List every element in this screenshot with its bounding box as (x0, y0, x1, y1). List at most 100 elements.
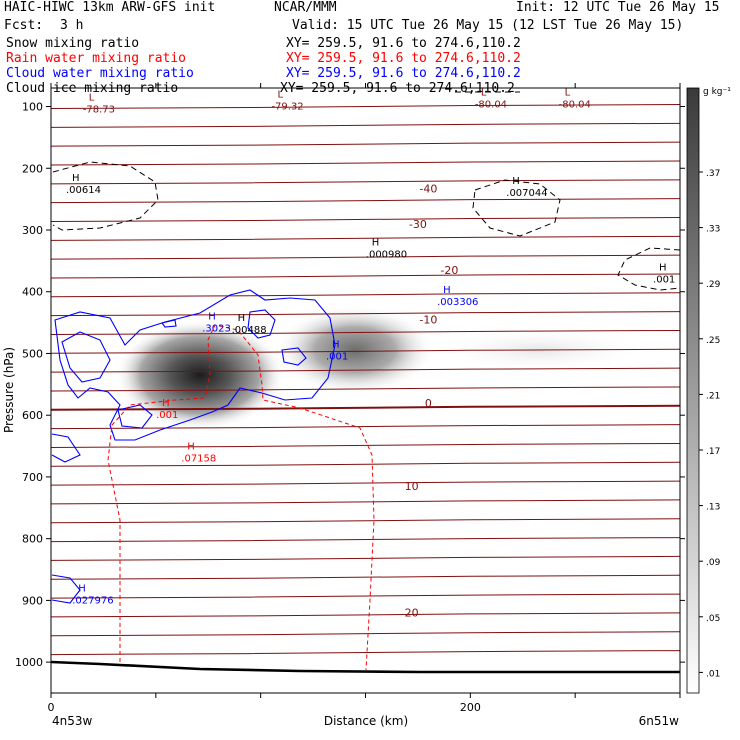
colorbar-label: .21 (706, 391, 720, 401)
valid-time: Valid: 15 UTC Tue 26 May 15 (12 LST Tue … (292, 18, 684, 33)
temperature-isotherm (51, 442, 680, 448)
temperature-isotherm (51, 574, 680, 580)
y-tick-label: 900 (22, 594, 43, 607)
temperature-isotherm (51, 198, 680, 204)
temperature-isotherm (51, 367, 680, 373)
fcst-value: 3 h (60, 18, 84, 33)
temperature-isotherm (51, 141, 680, 147)
y-tick-label: 500 (22, 347, 43, 360)
y-tick-label: 200 (22, 162, 43, 175)
extremum-mark: H (162, 398, 170, 409)
extremum-value: -79.32 (271, 101, 303, 112)
temperature-isotherm (51, 424, 680, 430)
temperature-isotherm (51, 311, 680, 317)
extremum-mark: H (512, 176, 520, 187)
extremum-value: .027976 (72, 595, 113, 606)
extremum-mark: H (72, 173, 80, 184)
colorbar-label: .29 (706, 280, 721, 290)
colorbar-label: .33 (706, 225, 720, 235)
extremum-mark: L (565, 88, 571, 99)
cloud-water-contours (51, 289, 336, 604)
init-time: Init: 12 UTC Tue 26 May 15 (516, 0, 720, 15)
x-axis: 0 200 (48, 83, 681, 714)
isotherm-labels: -40 -30 -20 -10 0 10 20 (405, 183, 459, 620)
temperature-isotherm (51, 273, 680, 279)
extremum-value: .00488 (232, 325, 267, 336)
x-axis-label: Distance (km) (324, 714, 408, 728)
temperature-isotherm (51, 631, 680, 637)
field-snow-xy: XY= 259.5, 91.6 to 274.6,110.2 (286, 36, 521, 51)
cloud-water-contour (117, 404, 153, 429)
field-cloud-water-name: Cloud water mixing ratio (6, 66, 194, 81)
y-tick-label: 100 (22, 101, 43, 114)
colorbar-label: .25 (706, 336, 720, 346)
temperature-isotherm (51, 329, 680, 335)
snow-contour (52, 161, 159, 231)
ice-side-shading (275, 305, 435, 395)
org-label: NCAR/MMM (274, 0, 337, 15)
colorbar-label: .05 (706, 614, 720, 624)
colorbar: g kg⁻¹ .37 .33 .29 .25 .21 .17 .13 .09 .05 .01 (686, 87, 731, 694)
field-snow-name: Snow mixing ratio (6, 36, 140, 51)
extremum-mark: H (187, 441, 195, 452)
cloud-water-contour (51, 574, 81, 604)
temperature-isotherm (51, 122, 680, 128)
temperature-isotherm (51, 612, 680, 618)
extremum-mark: H (659, 262, 667, 273)
temperature-isotherm (51, 499, 680, 505)
extremum-value: .003306 (437, 297, 478, 308)
temperature-isotherm (51, 480, 680, 486)
x-tick-label: 200 (460, 701, 481, 714)
temperature-isotherms (51, 104, 680, 656)
isotherm-label: 0 (425, 397, 432, 410)
extremum-mark: L (481, 88, 487, 99)
ground-surface (51, 660, 680, 674)
temperature-isotherm (51, 518, 680, 524)
snow-contour (472, 179, 561, 237)
y-tick-label: 1000 (15, 656, 43, 669)
isotherm-label: 20 (405, 607, 419, 620)
field-ice-xy: XY= 259.5, 91.6 to 274.6,110.2 (280, 81, 515, 96)
extremum-value: .001 (653, 274, 675, 285)
temperature-isotherm (51, 235, 680, 241)
colorbar-label: .17 (706, 447, 720, 457)
extremum-value: .001 (326, 351, 348, 362)
temperature-isotherm (51, 650, 680, 656)
temperature-isotherm (51, 555, 680, 561)
extremum-value: .000980 (366, 250, 407, 261)
extremum-value: .001 (156, 410, 178, 421)
x-endpoint-left: 4n53w (52, 714, 93, 728)
y-tick-label: 800 (22, 533, 43, 546)
extremum-mark: L (89, 93, 95, 104)
snow-contours (52, 91, 680, 291)
temperature-isotherm (51, 104, 680, 110)
cloud-water-contour (54, 289, 336, 441)
y-tick-label: 700 (22, 471, 43, 484)
y-axis-label: Pressure (hPa) (2, 347, 16, 433)
temperature-isotherm (51, 537, 680, 543)
extremum-mark: L (277, 89, 283, 100)
temperature-isotherm (51, 461, 680, 467)
fcst-label: Fcst: (4, 18, 44, 33)
temperature-isotherm (51, 179, 680, 185)
temperature-isotherm (51, 593, 680, 599)
rain-contour (107, 324, 375, 671)
temperature-isotherm (51, 160, 680, 166)
colorbar-ramp (686, 87, 700, 694)
isotherm-label: -40 (419, 183, 437, 196)
temperature-isotherm (51, 348, 680, 354)
temperature-isotherm (51, 292, 680, 298)
extremum-value: -78.73 (83, 105, 115, 116)
temperature-isotherm (51, 386, 680, 392)
temperature-isotherm (51, 216, 680, 222)
cloud-water-contour (281, 347, 307, 366)
extremum-value: .00614 (66, 185, 101, 196)
cloud-water-contour (247, 309, 276, 339)
field-cloud-water-xy: XY= 259.5, 91.6 to 274.6,110.2 (286, 66, 521, 81)
x-endpoint-right: 6n51w (639, 714, 680, 728)
isotherm-label: -20 (440, 264, 458, 277)
y-tick-label: 400 (22, 286, 43, 299)
extremum-value: -80.04 (559, 100, 591, 111)
